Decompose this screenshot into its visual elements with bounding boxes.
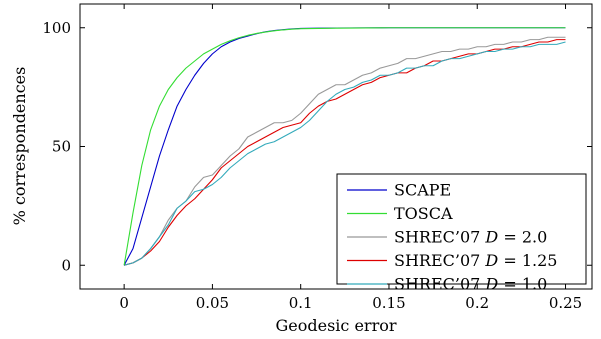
legend-text: TOSCA: [394, 204, 453, 223]
y-tick-label: 100: [42, 19, 71, 37]
legend-variable: D: [484, 228, 498, 247]
legend-entry: SCAPE: [394, 181, 451, 200]
x-tick-label: 0.15: [372, 294, 405, 312]
x-tick-label: 0: [119, 294, 129, 312]
legend-entry: SHREC’07 D = 1.25: [394, 251, 557, 270]
legend-entry: SHREC’07 D = 1.0: [394, 275, 547, 294]
plot-lines: [123, 27, 566, 266]
legend-value: = 1.25: [498, 251, 557, 270]
legend-text: SHREC’07: [394, 275, 485, 294]
legend-box: [336, 173, 587, 285]
x-tick-label: 0.1: [289, 294, 313, 312]
x-tick-label: 0.2: [465, 294, 489, 312]
y-axis: 0 50 100: [42, 19, 592, 274]
x-tick-label: 0.05: [196, 294, 229, 312]
legend-text: SHREC’07: [394, 251, 485, 270]
series-line-3: [123, 39, 566, 266]
y-axis-label: % correspondences: [10, 67, 29, 226]
series-line-1: [123, 27, 566, 266]
legend-value: = 2.0: [498, 228, 547, 247]
x-axis: 0 0.05 0.1 0.15 0.2 0.25: [119, 4, 582, 312]
series-line-2: [123, 36, 566, 266]
y-tick-label: 0: [61, 256, 71, 274]
x-axis-label: Geodesic error: [275, 316, 396, 335]
legend-value: = 1.0: [498, 275, 547, 294]
legend-variable: D: [484, 251, 498, 270]
legend-variable: D: [484, 275, 498, 294]
legend-text: SHREC’07: [394, 228, 485, 247]
legend-text: SCAPE: [394, 181, 451, 200]
legend-entry: TOSCA: [394, 204, 453, 223]
x-tick-label: 0.25: [549, 294, 582, 312]
legend-entry: SHREC’07 D = 2.0: [394, 228, 547, 247]
y-tick-label: 50: [52, 138, 71, 156]
series-line-4: [123, 41, 566, 266]
